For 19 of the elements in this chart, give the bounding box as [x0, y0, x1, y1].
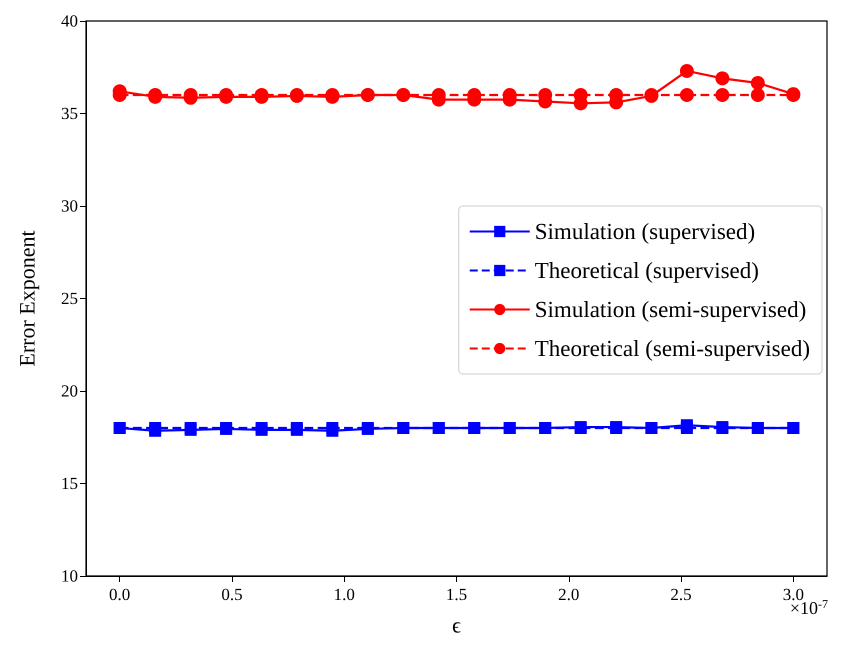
legend-label: Theoretical (semi-supervised)	[534, 336, 810, 361]
y-tick-label: 10	[61, 566, 78, 586]
x-axis-title: ϵ	[452, 612, 462, 638]
legend-label: Simulation (semi-supervised)	[534, 297, 806, 322]
x-tick-label: 0.0	[109, 585, 130, 604]
y-tick-label: 35	[61, 104, 78, 123]
y-axis-title: Error Exponent	[14, 230, 40, 367]
legend-label: Simulation (supervised)	[534, 219, 756, 244]
y-tick-label: 25	[61, 289, 78, 308]
legend-label: Theoretical (supervised)	[534, 258, 759, 283]
x-tick-label: 0.5	[221, 585, 243, 604]
x-tick-label: 1.5	[446, 585, 468, 604]
y-tick-label: 15	[61, 474, 78, 493]
y-tick-label: 40	[61, 12, 78, 30]
x-tick-label: 1.0	[334, 585, 355, 604]
x-tick-label: 2.0	[558, 585, 580, 604]
y-tick-label: 30	[61, 196, 78, 216]
x-tick-label: 2.5	[670, 585, 692, 604]
y-tick-label: 20	[61, 382, 78, 400]
